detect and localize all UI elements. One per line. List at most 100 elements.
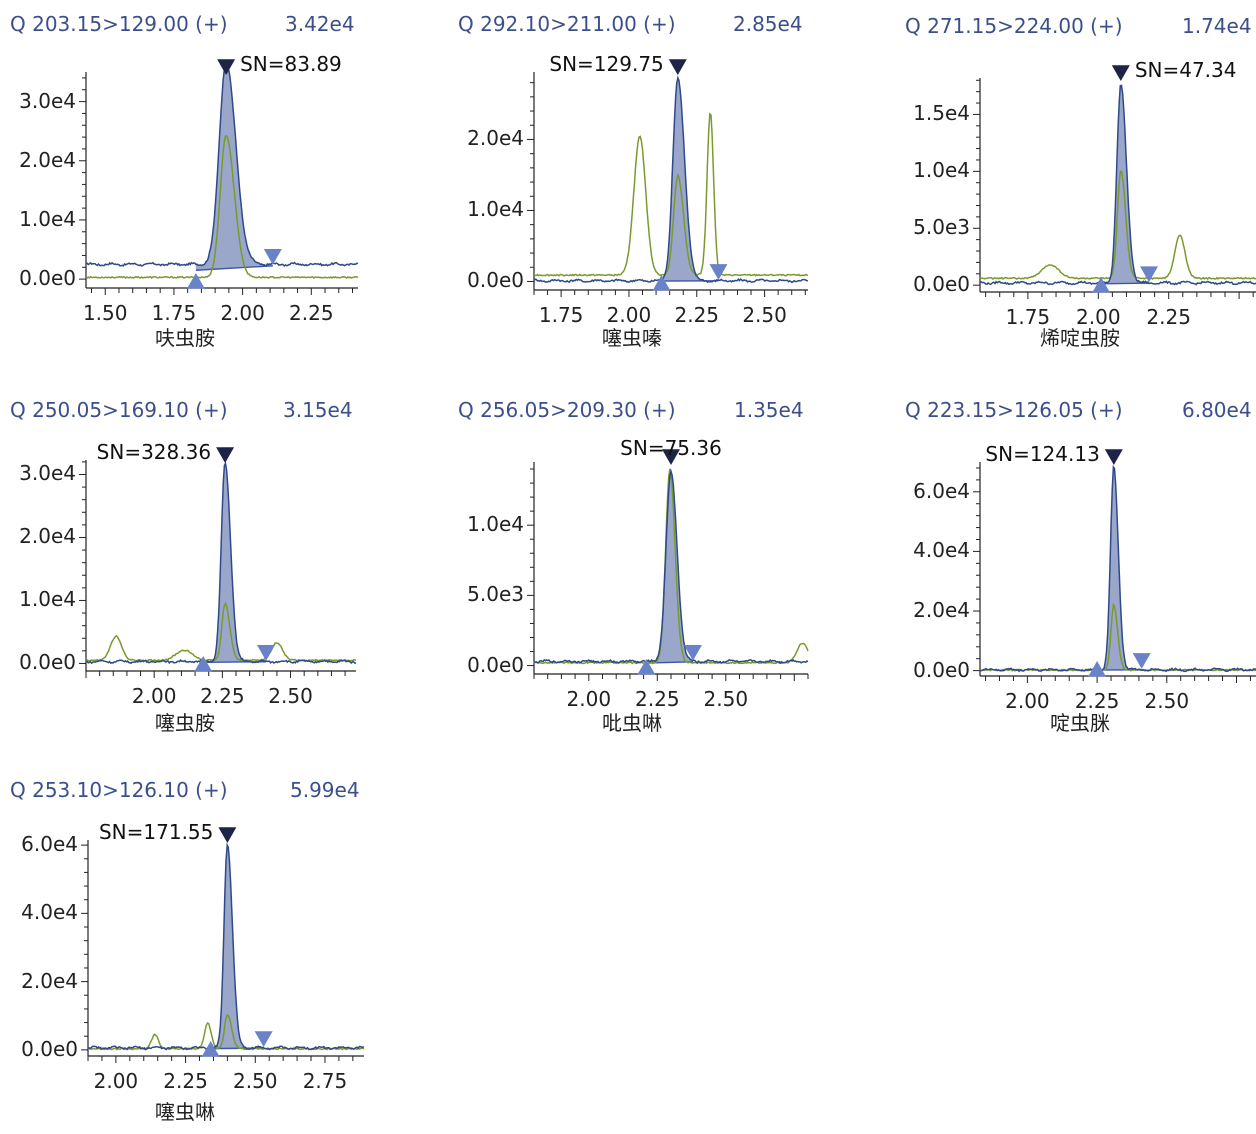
peak-end-marker[interactable] bbox=[254, 1031, 273, 1048]
compound-name: 烯啶虫胺 bbox=[1040, 326, 1120, 350]
peak-end-marker[interactable] bbox=[683, 645, 702, 661]
peak-start-marker[interactable] bbox=[194, 656, 213, 672]
max-intensity-label: 2.85e4 bbox=[733, 12, 803, 36]
x-tick-label: 2.25 bbox=[635, 687, 680, 711]
x-tick-label: 1.75 bbox=[538, 303, 584, 327]
x-tick-label: 2.25 bbox=[1146, 305, 1191, 329]
quantifier-ion-trace bbox=[533, 75, 809, 284]
x-tick-label: 2.25 bbox=[289, 301, 334, 325]
x-tick-label: 2.50 bbox=[1144, 689, 1190, 713]
qualifier-ion-trace bbox=[85, 134, 359, 280]
transition-label: Q 292.10>211.00 (+) bbox=[458, 12, 676, 36]
compound-name: 呋虫胺 bbox=[155, 326, 215, 350]
peak-start-marker[interactable] bbox=[1092, 277, 1111, 293]
peak-end-marker[interactable] bbox=[1139, 266, 1158, 283]
peak-start-marker[interactable] bbox=[1088, 661, 1107, 677]
peak-apex-marker[interactable] bbox=[1111, 65, 1130, 81]
x-tick-label: 2.00 bbox=[220, 301, 265, 325]
y-tick-label: 3.0e4 bbox=[19, 88, 76, 113]
y-tick-label: 2.0e4 bbox=[21, 968, 78, 993]
quantifier-ion-trace bbox=[533, 468, 809, 664]
x-tick-label: 2.25 bbox=[163, 1069, 208, 1093]
x-tick-label: 1.50 bbox=[82, 301, 128, 325]
y-tick-label: 5.0e3 bbox=[913, 215, 970, 240]
y-tick-label: 5.0e3 bbox=[467, 582, 524, 607]
integrated-peak-area bbox=[1101, 85, 1149, 284]
peak-end-marker[interactable] bbox=[709, 264, 728, 280]
y-tick-label: 2.0e4 bbox=[19, 147, 76, 172]
signal-to-noise-label: SN=83.89 bbox=[240, 52, 342, 76]
peak-end-marker[interactable] bbox=[257, 644, 275, 661]
qualifier-ion-trace bbox=[85, 601, 357, 662]
transition-label: Q 223.15>126.05 (+) bbox=[905, 398, 1123, 422]
y-tick-label: 1.0e4 bbox=[19, 587, 76, 612]
max-intensity-label: 3.15e4 bbox=[283, 398, 353, 422]
x-tick-label: 2.50 bbox=[268, 684, 313, 708]
compound-name: 啶虫脒 bbox=[1050, 711, 1110, 735]
x-tick-label: 2.00 bbox=[606, 303, 652, 327]
signal-to-noise-label: SN=75.36 bbox=[620, 436, 722, 460]
y-tick-label: 2.0e4 bbox=[19, 524, 76, 549]
y-tick-label: 1.0e4 bbox=[467, 512, 524, 537]
signal-to-noise-label: SN=171.55 bbox=[98, 820, 214, 844]
y-tick-label: 0.0e0 bbox=[467, 652, 524, 677]
peak-end-marker[interactable] bbox=[1132, 653, 1151, 669]
transition-label: Q 253.10>126.10 (+) bbox=[10, 778, 228, 802]
peak-apex-marker[interactable] bbox=[218, 827, 237, 843]
peak-start-marker[interactable] bbox=[201, 1041, 220, 1057]
y-tick-label: 6.0e4 bbox=[913, 478, 970, 503]
signal-to-noise-label: SN=129.75 bbox=[549, 52, 664, 76]
quantifier-ion-trace bbox=[85, 461, 357, 665]
integrated-peak-area bbox=[661, 77, 719, 283]
y-tick-label: 1.0e4 bbox=[19, 206, 76, 231]
peak-apex-marker[interactable] bbox=[216, 447, 235, 463]
peak-start-marker[interactable] bbox=[652, 275, 671, 291]
y-tick-label: 0.0e0 bbox=[913, 272, 970, 297]
peak-start-marker[interactable] bbox=[637, 659, 656, 675]
transition-label: Q 250.05>169.10 (+) bbox=[10, 398, 228, 422]
integrated-peak-area bbox=[646, 471, 693, 663]
peak-apex-marker[interactable] bbox=[668, 59, 687, 75]
quantifier-ion-trace bbox=[979, 464, 1256, 673]
x-tick-label: 2.25 bbox=[200, 684, 245, 708]
transition-label: Q 203.15>129.00 (+) bbox=[10, 12, 228, 36]
compound-name: 噻虫嗪 bbox=[602, 326, 662, 350]
max-intensity-label: 6.80e4 bbox=[1182, 398, 1252, 422]
x-tick-label: 2.50 bbox=[703, 687, 749, 711]
max-intensity-label: 1.74e4 bbox=[1182, 14, 1252, 38]
x-tick-label: 1.75 bbox=[1005, 305, 1051, 329]
peak-apex-marker[interactable] bbox=[662, 449, 680, 465]
x-tick-label: 2.00 bbox=[1076, 305, 1121, 329]
y-tick-label: 4.0e4 bbox=[21, 900, 78, 925]
x-tick-label: 2.00 bbox=[566, 687, 612, 711]
y-tick-label: 0.0e0 bbox=[913, 657, 970, 682]
x-tick-label: 2.50 bbox=[742, 303, 787, 327]
peak-start-marker[interactable] bbox=[186, 273, 205, 289]
y-tick-label: 6.0e4 bbox=[21, 832, 78, 857]
quantifier-ion-trace bbox=[85, 67, 359, 267]
quantifier-ion-trace bbox=[979, 84, 1256, 286]
transition-label: Q 271.15>224.00 (+) bbox=[905, 14, 1123, 38]
x-tick-label: 2.50 bbox=[233, 1069, 278, 1093]
y-tick-label: 0.0e0 bbox=[19, 650, 76, 675]
integrated-peak-area bbox=[195, 63, 273, 271]
compound-name: 吡虫啉 bbox=[602, 711, 662, 735]
y-tick-label: 0.0e0 bbox=[19, 266, 76, 291]
peak-end-marker[interactable] bbox=[263, 249, 282, 265]
y-tick-label: 2.0e4 bbox=[467, 126, 524, 151]
x-tick-label: 2.00 bbox=[131, 684, 177, 708]
y-tick-label: 1.0e4 bbox=[467, 197, 524, 222]
peak-baseline bbox=[1101, 282, 1149, 285]
y-tick-label: 0.0e0 bbox=[467, 268, 524, 293]
x-tick-label: 2.25 bbox=[1074, 689, 1120, 713]
compound-name: 噻虫胺 bbox=[155, 711, 215, 735]
peak-apex-marker[interactable] bbox=[217, 59, 236, 75]
y-tick-label: 1.0e4 bbox=[913, 158, 970, 183]
peak-apex-marker[interactable] bbox=[1104, 449, 1123, 465]
